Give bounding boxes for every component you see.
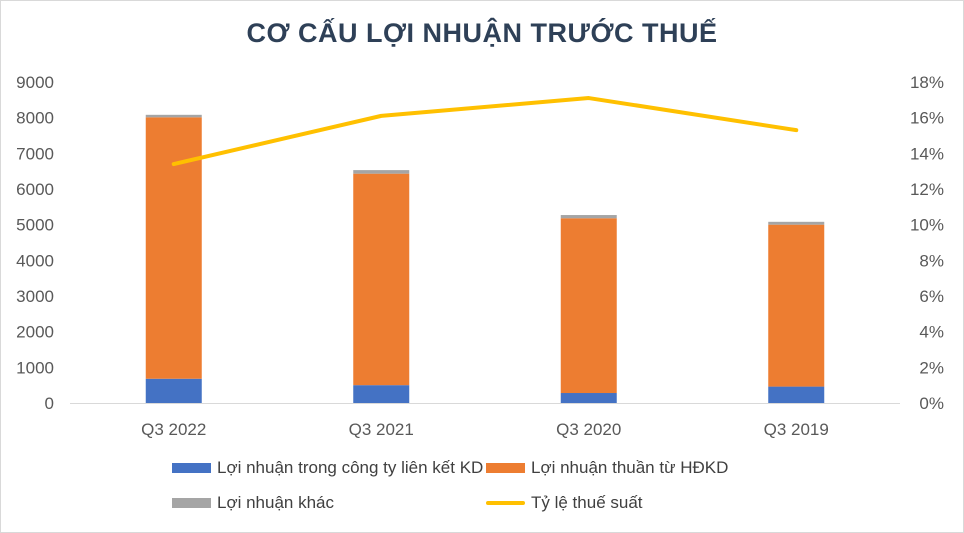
bar-khac bbox=[560, 215, 617, 219]
bars-group bbox=[145, 114, 825, 403]
tax-rate-point bbox=[380, 115, 382, 117]
left-axis: 0 1000 2000 3000 4000 5000 6000 7000 8000 9000 bbox=[16, 73, 54, 413]
right-tick-label: 10% bbox=[910, 216, 944, 235]
x-tick-label: Q3 2020 bbox=[556, 420, 621, 439]
bar-hdkd bbox=[353, 173, 410, 386]
x-tick-label: Q3 2022 bbox=[141, 420, 206, 439]
bar-hdkd bbox=[560, 218, 617, 394]
right-tick-label: 18% bbox=[910, 73, 944, 92]
bar-lien_ket bbox=[560, 393, 617, 403]
tax-rate-point bbox=[588, 97, 590, 99]
left-tick-label: 3000 bbox=[16, 287, 54, 306]
right-tick-label: 14% bbox=[910, 144, 944, 163]
left-tick-label: 9000 bbox=[16, 73, 54, 92]
right-tick-label: 6% bbox=[919, 287, 944, 306]
bar-lien_ket bbox=[768, 386, 825, 403]
bar-khac bbox=[145, 114, 202, 118]
left-tick-label: 0 bbox=[45, 394, 54, 413]
bar-hdkd bbox=[768, 224, 825, 387]
bar-lien_ket bbox=[353, 385, 410, 403]
right-tick-label: 16% bbox=[910, 109, 944, 128]
left-tick-label: 7000 bbox=[16, 144, 54, 163]
x-axis-labels: Q3 2022 Q3 2021 Q3 2020 Q3 2019 bbox=[141, 420, 829, 439]
right-axis: 0% 2% 4% 6% 8% 10% 12% 14% 16% 18% bbox=[910, 73, 944, 413]
right-tick-label: 0% bbox=[919, 394, 944, 413]
bar-khac bbox=[768, 221, 825, 225]
bar-hdkd bbox=[145, 117, 202, 379]
bar-khac bbox=[353, 170, 410, 174]
tax-rate-line-group bbox=[171, 96, 799, 167]
x-tick-label: Q3 2019 bbox=[764, 420, 829, 439]
bar-lien_ket bbox=[145, 378, 202, 403]
tax-rate-point bbox=[795, 129, 797, 131]
tax-rate-point bbox=[173, 163, 175, 165]
left-tick-label: 6000 bbox=[16, 180, 54, 199]
tax-rate-line bbox=[171, 96, 799, 167]
chart-title: CƠ CẤU LỢI NHUẬN TRƯỚC THUẾ bbox=[246, 18, 718, 48]
left-tick-label: 5000 bbox=[16, 216, 54, 235]
x-tick-label: Q3 2021 bbox=[349, 420, 414, 439]
left-tick-label: 1000 bbox=[16, 358, 54, 377]
left-tick-label: 2000 bbox=[16, 323, 54, 342]
left-tick-label: 4000 bbox=[16, 251, 54, 270]
right-tick-label: 2% bbox=[919, 358, 944, 377]
left-tick-label: 8000 bbox=[16, 109, 54, 128]
right-tick-label: 12% bbox=[910, 180, 944, 199]
right-tick-label: 4% bbox=[919, 323, 944, 342]
right-tick-label: 8% bbox=[919, 251, 944, 270]
